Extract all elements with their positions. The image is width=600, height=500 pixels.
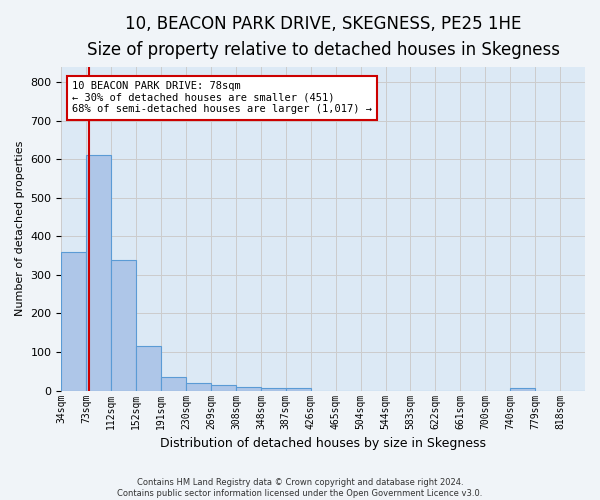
X-axis label: Distribution of detached houses by size in Skegness: Distribution of detached houses by size …	[160, 437, 486, 450]
Text: 10 BEACON PARK DRIVE: 78sqm
← 30% of detached houses are smaller (451)
68% of se: 10 BEACON PARK DRIVE: 78sqm ← 30% of det…	[72, 81, 372, 114]
Bar	[86, 155, 111, 390]
Text: Contains HM Land Registry data © Crown copyright and database right 2024.
Contai: Contains HM Land Registry data © Crown c…	[118, 478, 482, 498]
Bar	[236, 387, 261, 390]
Bar	[286, 388, 311, 390]
Bar	[261, 388, 286, 390]
Bar	[111, 260, 136, 390]
Title: 10, BEACON PARK DRIVE, SKEGNESS, PE25 1HE
Size of property relative to detached : 10, BEACON PARK DRIVE, SKEGNESS, PE25 1H…	[87, 15, 560, 60]
Bar	[61, 252, 86, 390]
Bar	[510, 388, 535, 390]
Bar	[186, 383, 211, 390]
Bar	[136, 346, 161, 391]
Bar	[211, 385, 236, 390]
Y-axis label: Number of detached properties: Number of detached properties	[15, 141, 25, 316]
Bar	[161, 376, 186, 390]
